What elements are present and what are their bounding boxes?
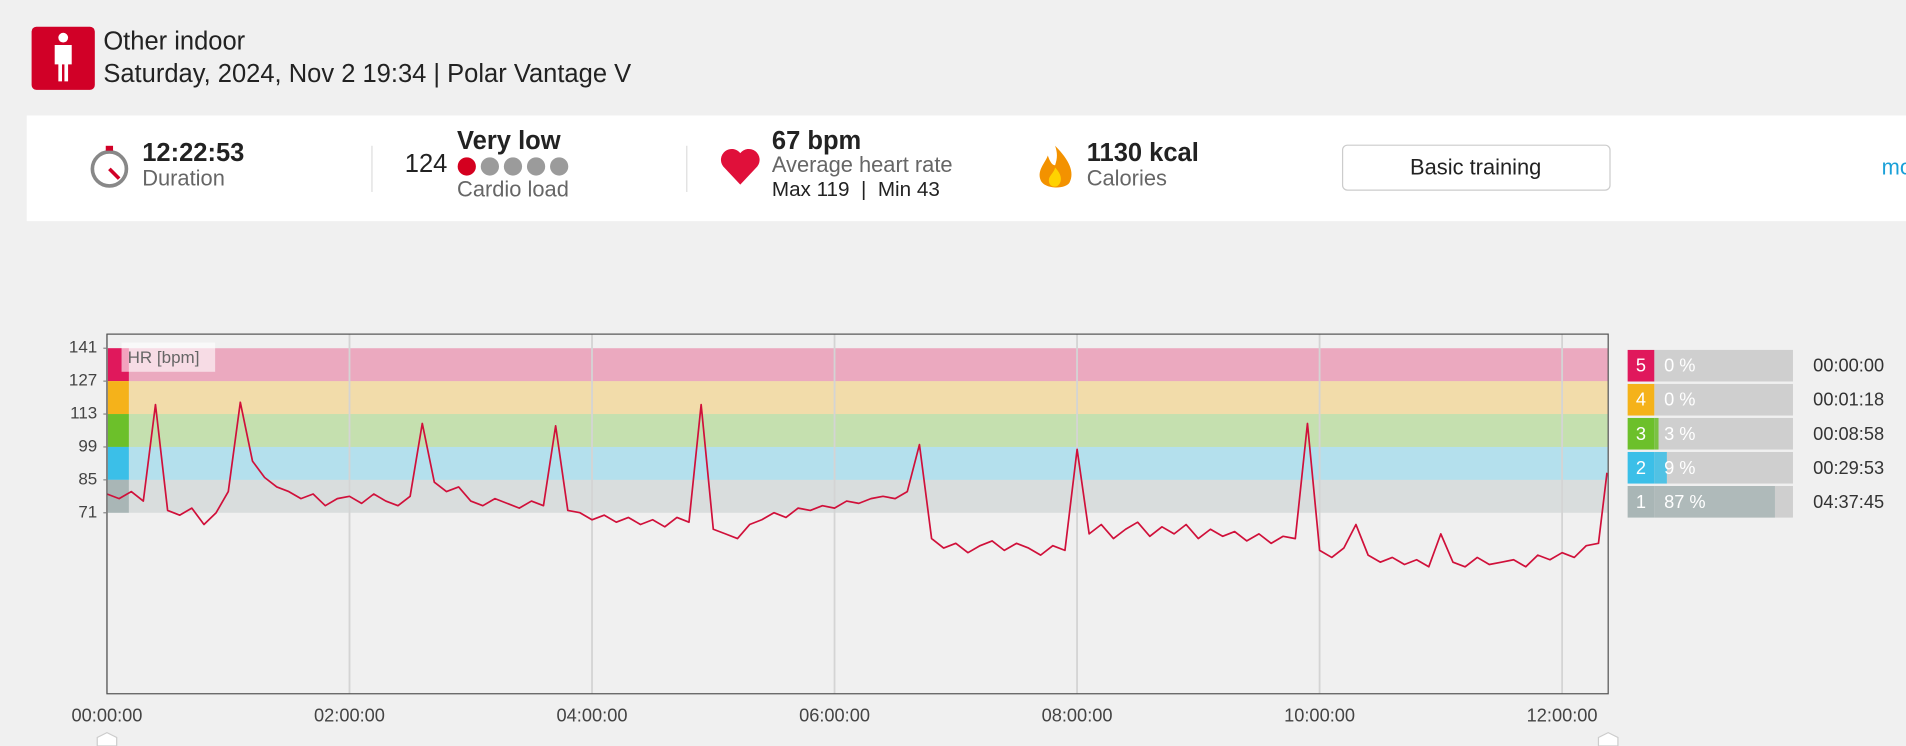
zone-bar-bg <box>1654 383 1793 416</box>
plot-area <box>106 334 1609 694</box>
sport-icon <box>31 26 95 90</box>
hr-average: 67 bpm <box>772 127 861 155</box>
duration: 12:22:53 <box>142 139 244 167</box>
y-tick-label: 99 <box>78 436 97 455</box>
subtitle: Saturday, 2024, Nov 2 19:34 | Polar Vant… <box>103 60 631 88</box>
duration-label: Duration <box>142 166 225 191</box>
x-tick-label: 10:00:00 <box>1284 706 1355 726</box>
calories: 1130 kcal <box>1087 139 1199 167</box>
zone-band <box>106 446 1609 480</box>
zone-marker <box>106 381 129 415</box>
zone-band <box>106 381 1609 415</box>
zone-number-box <box>1627 451 1655 484</box>
more-link[interactable]: mo <box>1882 155 1906 180</box>
zone-bar-bg <box>1654 451 1793 484</box>
plot-border <box>106 333 1609 695</box>
zone-percent: 3 % <box>1664 424 1695 444</box>
zone-band <box>106 479 1609 513</box>
calories-label: Calories <box>1087 166 1167 191</box>
cardio-label: Cardio load <box>457 177 569 202</box>
training-button[interactable] <box>1341 144 1611 191</box>
zone-number: 4 <box>1636 390 1646 410</box>
zone-time: 04:37:45 <box>1813 492 1884 512</box>
x-tick-label: 08:00:00 <box>1042 706 1113 726</box>
y-tick-label: 71 <box>78 502 97 521</box>
zone-bar <box>1654 417 1659 450</box>
cardio-value: 124 <box>405 150 448 178</box>
cardio-dots <box>457 157 569 176</box>
y-tick-label: 141 <box>69 338 97 357</box>
zone-number-box <box>1627 417 1655 450</box>
hr-line <box>106 401 1608 568</box>
x-tick-label: 02:00:00 <box>314 706 385 726</box>
sport-name: Other indoor <box>103 27 245 55</box>
zone-number: 5 <box>1636 356 1646 376</box>
zone-percent: 0 % <box>1664 356 1695 376</box>
training-button-label[interactable]: Basic training <box>1410 155 1541 180</box>
zone-percent: 9 % <box>1664 458 1695 478</box>
zone-number: 2 <box>1636 458 1646 478</box>
hr-chart: 141 127 113 99 85 71 00:00:00 02:00:00 04:00:00 0… <box>69 333 1884 726</box>
zone-time: 00:00:00 <box>1813 356 1884 376</box>
zone-bar-bg <box>1654 417 1793 450</box>
y-tick-label: 127 <box>69 371 97 390</box>
summary-panel <box>26 115 1906 222</box>
hr-range: Max 119 | Min 43 <box>772 178 940 201</box>
x-tick-label: 00:00:00 <box>72 706 143 726</box>
zone-marker <box>106 446 129 480</box>
zone-number-box <box>1627 383 1655 416</box>
range-handles <box>96 731 1619 746</box>
zone-time: 00:29:53 <box>1813 458 1884 478</box>
x-tick-label: 04:00:00 <box>557 706 628 726</box>
zone-marker <box>106 479 129 513</box>
zone-number: 3 <box>1636 424 1646 444</box>
x-tick-label: 06:00:00 <box>799 706 870 726</box>
zone-bar <box>1654 451 1667 484</box>
zone-number-box <box>1627 349 1655 382</box>
cardio-level: Very low <box>457 127 561 155</box>
heart-icon <box>720 148 760 185</box>
y-tick-label: 85 <box>78 469 97 488</box>
zone-number-box <box>1627 485 1655 518</box>
stopwatch-icon <box>90 145 129 188</box>
zone-bar <box>1654 485 1775 518</box>
zone-percent: 87 % <box>1664 492 1706 512</box>
flame-icon <box>1039 145 1072 188</box>
zone-number: 1 <box>1636 492 1646 512</box>
x-tick-label: 12:00:00 <box>1527 706 1598 726</box>
zone-marker <box>106 414 129 447</box>
hr-label: Average heart rate <box>772 152 953 177</box>
zone-percent: 0 % <box>1664 390 1695 410</box>
zone-time: 00:08:58 <box>1813 424 1884 444</box>
y-label-box <box>121 342 216 372</box>
zone-bar-bg <box>1654 349 1793 382</box>
y-tick-label: 113 <box>70 404 97 423</box>
zone-band <box>106 414 1609 447</box>
y-axis-label: HR [bpm] <box>128 348 200 367</box>
zone-time: 00:01:18 <box>1813 390 1884 410</box>
zone-band <box>106 348 1609 382</box>
